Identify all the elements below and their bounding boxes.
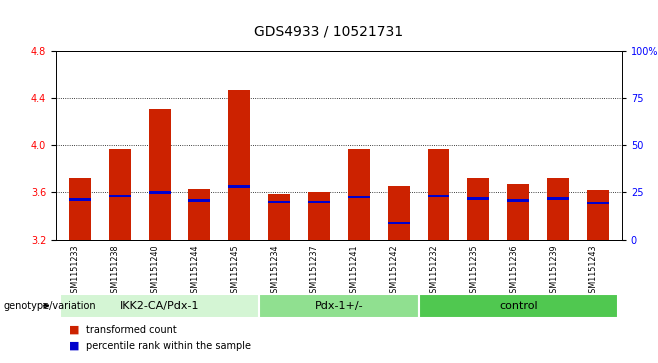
Text: ■: ■ (69, 340, 80, 351)
Bar (428, 195, 449, 197)
Bar (149, 109, 170, 240)
Text: control: control (499, 301, 538, 311)
Bar (388, 222, 409, 224)
Bar (268, 193, 290, 240)
Bar (69, 198, 91, 201)
Text: GSM1151239: GSM1151239 (549, 245, 558, 298)
Bar (547, 178, 569, 240)
Bar (507, 184, 529, 240)
Bar (60, 294, 259, 318)
Bar (587, 202, 609, 204)
Text: GSM1151234: GSM1151234 (270, 245, 279, 298)
Bar (268, 200, 290, 203)
Text: ■: ■ (69, 325, 80, 335)
Bar (109, 149, 131, 240)
Text: GSM1151240: GSM1151240 (151, 245, 159, 298)
Text: GSM1151237: GSM1151237 (310, 245, 319, 298)
Bar (428, 149, 449, 240)
Text: GSM1151232: GSM1151232 (430, 245, 438, 298)
Bar (308, 200, 330, 203)
Bar (308, 192, 330, 240)
Bar (149, 191, 170, 194)
Bar (188, 199, 211, 202)
Bar (467, 178, 490, 240)
Bar (418, 294, 618, 318)
Bar (228, 185, 250, 188)
Bar (388, 187, 409, 240)
Text: IKK2-CA/Pdx-1: IKK2-CA/Pdx-1 (120, 301, 199, 311)
Text: GSM1151244: GSM1151244 (190, 245, 199, 298)
Text: GSM1151235: GSM1151235 (469, 245, 478, 298)
Bar (587, 190, 609, 240)
Text: GSM1151243: GSM1151243 (589, 245, 598, 298)
Bar (188, 189, 211, 240)
Text: Pdx-1+/-: Pdx-1+/- (315, 301, 363, 311)
Text: GDS4933 / 10521731: GDS4933 / 10521731 (255, 24, 403, 38)
Text: GSM1151245: GSM1151245 (230, 245, 240, 298)
Text: genotype/variation: genotype/variation (3, 301, 96, 311)
Bar (69, 178, 91, 240)
Text: GSM1151238: GSM1151238 (111, 245, 120, 298)
Bar (109, 195, 131, 197)
Text: GSM1151242: GSM1151242 (390, 245, 399, 298)
Bar (259, 294, 418, 318)
Text: GSM1151233: GSM1151233 (71, 245, 80, 298)
Bar (547, 197, 569, 200)
Bar (348, 196, 370, 199)
Text: transformed count: transformed count (86, 325, 176, 335)
Bar (348, 149, 370, 240)
Bar (228, 90, 250, 240)
Text: percentile rank within the sample: percentile rank within the sample (86, 340, 251, 351)
Bar (507, 199, 529, 202)
Text: GSM1151236: GSM1151236 (509, 245, 519, 298)
Bar (467, 197, 490, 200)
Text: GSM1151241: GSM1151241 (350, 245, 359, 298)
